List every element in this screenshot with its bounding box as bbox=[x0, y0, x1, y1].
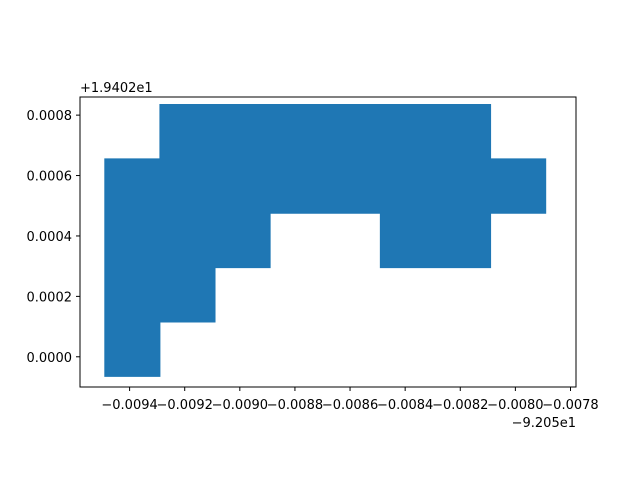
y-tick-label: 0.0000 bbox=[27, 351, 73, 366]
x-tick-label: −0.0080 bbox=[487, 398, 543, 413]
plot-area bbox=[104, 104, 547, 377]
x-tick-label: −0.0094 bbox=[101, 398, 157, 413]
x-tick-label: −0.0088 bbox=[267, 398, 323, 413]
axes-frame bbox=[79, 96, 577, 388]
x-tick-label: −0.0082 bbox=[432, 398, 488, 413]
filled-region-0 bbox=[104, 104, 547, 377]
x-tick-label: −0.0084 bbox=[377, 398, 433, 413]
x-tick-label: −0.0092 bbox=[157, 398, 213, 413]
axes: −0.0094−0.0092−0.0090−0.0088−0.0086−0.00… bbox=[27, 96, 599, 413]
x-tick-label: −0.0078 bbox=[542, 398, 598, 413]
x-tick-label: −0.0090 bbox=[212, 398, 268, 413]
x-offset-label: −9.205e1 bbox=[512, 416, 576, 431]
y-tick-label: 0.0006 bbox=[27, 170, 73, 185]
y-tick-label: 0.0004 bbox=[27, 230, 73, 245]
x-tick-label: −0.0086 bbox=[322, 398, 378, 413]
y-offset-label: +1.9402e1 bbox=[80, 81, 153, 96]
y-tick-label: 0.0008 bbox=[27, 109, 73, 124]
y-tick-label: 0.0002 bbox=[27, 290, 73, 305]
